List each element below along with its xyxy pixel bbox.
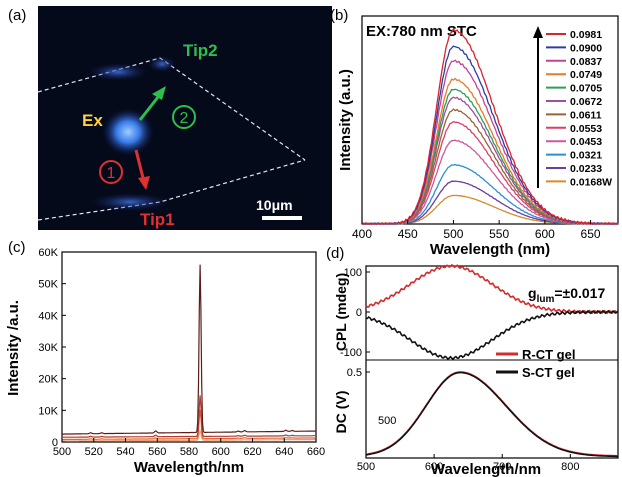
x-tick-label: 600: [212, 446, 230, 458]
y-tick-label: 20K: [38, 374, 58, 386]
glum-annotation: glum=±0.017: [528, 285, 605, 305]
legend-label: 0.0321: [570, 150, 602, 162]
y-tick-label: 10K: [38, 405, 58, 417]
plot-c-xticks: 500 520 540 560 580 600 620 640 660: [53, 438, 325, 458]
y-tick-label: 40K: [38, 310, 58, 322]
y-tick-label: 50K: [38, 279, 58, 291]
x-tick-label: 520: [85, 446, 103, 458]
x-tick-label: 500: [357, 461, 375, 473]
glum-sub: lum: [537, 294, 555, 305]
spectrum-line: [62, 265, 316, 435]
plot-c-lines: [62, 265, 316, 442]
ex-label: Ex: [82, 111, 103, 130]
plot-d-ylabel-dc: DC (V): [333, 391, 349, 434]
panel-b-label: (b): [330, 7, 348, 24]
panel-a: (a) 2 1 Ex: [8, 6, 332, 230]
scale-bar: [262, 216, 302, 220]
x-tick-label: 600: [535, 227, 555, 241]
tip2-label: Tip2: [183, 41, 218, 60]
y-tick-label: 0: [356, 307, 362, 319]
excitation-spot: [102, 108, 154, 156]
legend-r-label: R-CT gel: [522, 347, 575, 362]
legend-label: 0.0705: [570, 83, 602, 95]
plot-d-ylabel-cpl: CPL (mdeg): [333, 273, 349, 351]
plot-b-xlabel: Wavelength (nm): [430, 241, 550, 258]
panel-c: (c) 500 520 540 560 580 600 620 640 660 0 10K 20K 3…: [5, 239, 325, 476]
x-tick-label: 500: [443, 227, 463, 241]
dc-r-curve: [366, 372, 618, 456]
scale-bar-label: 10μm: [256, 197, 293, 213]
x-tick-label: 560: [148, 446, 166, 458]
y-tick-label: 60K: [38, 247, 58, 259]
panel-c-label: (c): [8, 239, 26, 256]
plot-d-xlabel: Wavelength/nm: [431, 461, 541, 477]
tip2-glow: [88, 63, 148, 81]
x-tick-label: 550: [489, 227, 509, 241]
y-tick-label: 0: [52, 437, 58, 449]
legend-label: 0.0611: [570, 109, 602, 121]
spectrum-line: [62, 410, 316, 439]
legend-label: 0.0233: [570, 163, 602, 175]
tip2-glow-end: [148, 56, 176, 72]
glum-value: =±0.017: [554, 285, 605, 301]
legend-s-label: S-CT gel: [522, 365, 575, 380]
y-tick-label: 0.5: [347, 367, 362, 379]
spectrum-curve: [362, 195, 618, 224]
legend-label: 0.0981: [570, 29, 602, 41]
plot-b-ylabel: Intensity (a.u.): [337, 69, 354, 171]
legend-arrow-head: [533, 26, 543, 38]
x-tick-label: 620: [243, 446, 261, 458]
legend-label: 0.0453: [570, 136, 602, 148]
cpl-s-curve: [366, 311, 618, 359]
dc-s-curve: [366, 373, 618, 457]
path1-number: 1: [107, 165, 116, 182]
plot-d-inner-label: 500: [378, 415, 396, 427]
x-tick-label: 660: [307, 446, 325, 458]
x-tick-label: 450: [398, 227, 418, 241]
plot-c-frame: [62, 252, 316, 442]
x-tick-label: 640: [275, 446, 293, 458]
legend-label: 0.0168W: [570, 176, 612, 188]
y-tick-label: 30K: [38, 342, 58, 354]
path2-number: 2: [180, 110, 189, 127]
panel-a-label: (a): [8, 7, 26, 24]
legend-label: 0.0749: [570, 69, 602, 81]
legend-label: 0.0553: [570, 123, 602, 135]
x-tick-label: 650: [581, 227, 601, 241]
panel-d-label: (d): [326, 245, 344, 262]
legend-label: 0.0900: [570, 42, 602, 54]
legend-label: 0.0837: [570, 56, 602, 68]
x-tick-label: 580: [180, 446, 198, 458]
glum-g: g: [528, 285, 537, 301]
plot-b-annotation: EX:780 nm STC: [366, 23, 477, 40]
tip1-label: Tip1: [140, 210, 175, 229]
panel-b: (b) EX:780 nm STC 400 450 500 550 600 650 Wav…: [330, 7, 618, 258]
legend-label: 0.0672: [570, 96, 602, 108]
x-tick-label: 400: [352, 227, 372, 241]
plot-c-ylabel: Intensity /a.u.: [5, 300, 22, 396]
x-tick-label: 540: [116, 446, 134, 458]
tip1-glow: [90, 193, 170, 211]
plot-c-xlabel: Wavelength/nm: [134, 459, 244, 476]
x-tick-label: 800: [561, 461, 579, 473]
panel-d: (d) glum=±0.017 100 0 -100 0.5 CPL (mdeg) D…: [326, 245, 618, 477]
